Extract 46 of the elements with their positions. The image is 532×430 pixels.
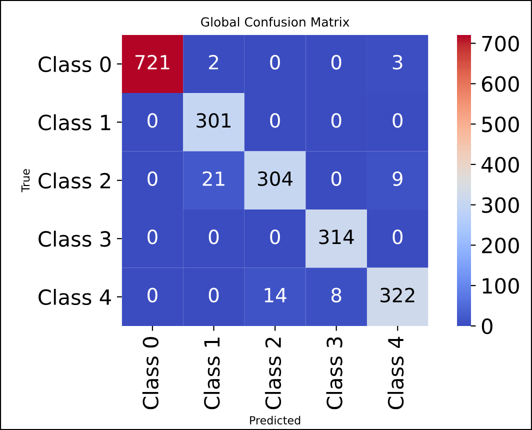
data-label: 0 — [331, 54, 342, 70]
data-label: 0 — [392, 230, 403, 244]
data-label: 0 — [208, 288, 219, 302]
data-label: 14 — [264, 288, 286, 302]
data-label: 2 — [208, 54, 218, 70]
data-label: 0 — [270, 230, 280, 244]
chart-title: Global Confusion Matrix — [201, 17, 350, 27]
x-axis-title: Predicted — [250, 416, 300, 425]
color-bar-label: 400 — [482, 156, 519, 173]
data-label: 0 — [331, 171, 342, 186]
color-bar-label: 300 — [482, 197, 519, 214]
data-label: 8 — [331, 288, 342, 302]
y-tick-label: Class 4 — [38, 288, 111, 306]
data-label: 304 — [258, 171, 293, 186]
y-tick-label: Class 3 — [38, 230, 110, 247]
data-label: 0 — [148, 113, 158, 128]
y-tick-label: Class 1 — [38, 114, 110, 130]
data-label: 301 — [196, 113, 231, 128]
data-label: 314 — [319, 230, 354, 244]
data-label: 322 — [380, 288, 414, 302]
color-bar-label: 200 — [482, 238, 519, 254]
x-tick-label: Class 3 — [326, 337, 342, 410]
data-label: 0 — [270, 54, 280, 70]
data-label: 0 — [148, 288, 158, 302]
color-bar-label: 500 — [482, 116, 519, 132]
color-bar-label: 600 — [482, 76, 519, 92]
data-label: 0 — [208, 230, 219, 244]
data-label: 0 — [148, 230, 158, 244]
x-tick-label: Class 2 — [264, 338, 282, 410]
data-label: 0 — [148, 171, 158, 186]
color-bar-label: 100 — [482, 278, 519, 294]
data-label: 721 — [136, 54, 170, 70]
x-tick-label: Class 1 — [204, 338, 220, 410]
y-tick-label: Class 2 — [38, 172, 110, 189]
data-label: 21 — [202, 171, 224, 186]
x-tick-label: Class 4 — [388, 336, 404, 410]
data-label: 0 — [392, 113, 403, 128]
x-tick-label: Class 0 — [142, 337, 159, 410]
data-label: 9 — [392, 171, 402, 186]
y-axis-title: True — [21, 169, 30, 192]
data-label: 0 — [331, 113, 342, 128]
data-label: 0 — [270, 113, 280, 128]
color-bar-label: 0 — [482, 318, 492, 334]
y-tick-label: Class 0 — [38, 56, 111, 72]
color-bar-label: 700 — [482, 36, 519, 52]
data-label: 3 — [392, 54, 402, 70]
